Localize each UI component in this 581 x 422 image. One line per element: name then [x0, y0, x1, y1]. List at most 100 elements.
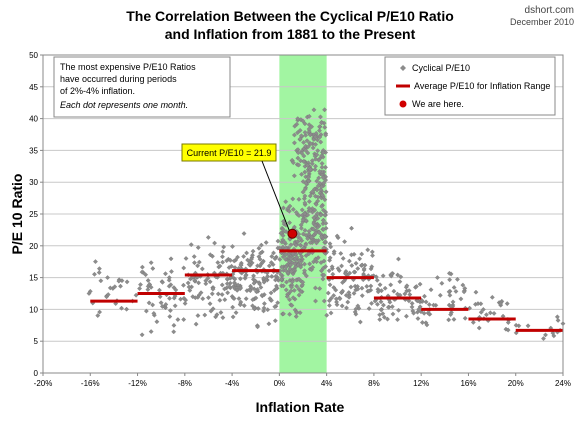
scatter-point [283, 229, 289, 235]
scatter-point [299, 207, 305, 213]
scatter-point [315, 137, 320, 143]
scatter-point [300, 118, 306, 124]
scatter-point [321, 258, 327, 264]
scatter-point [426, 302, 432, 308]
scatter-point [313, 193, 318, 199]
scatter-point [300, 179, 306, 185]
scatter-point [374, 277, 380, 283]
scatter-point [139, 332, 145, 338]
scatter-point [357, 319, 363, 325]
scatter-point [426, 311, 432, 317]
scatter-point [300, 217, 306, 223]
scatter-point [280, 254, 286, 260]
scatter-point [317, 134, 323, 140]
scatter-point [163, 271, 168, 277]
scatter-point [160, 279, 165, 285]
scatter-point [317, 128, 322, 134]
scatter-point [373, 274, 379, 280]
scatter-point [224, 258, 230, 264]
scatter-point [316, 175, 322, 181]
scatter-point [484, 312, 489, 318]
scatter-point [310, 189, 315, 195]
scatter-point [207, 252, 213, 258]
scatter-point [232, 276, 238, 282]
scatter-point [192, 260, 197, 266]
scatter-point [327, 255, 333, 261]
scatter-point [166, 277, 172, 283]
scatter-point [234, 287, 240, 293]
scatter-point [347, 270, 353, 276]
scatter-point [148, 260, 154, 266]
scatter-point [238, 262, 244, 268]
scatter-point [302, 169, 308, 175]
scatter-point [294, 310, 300, 316]
scatter-point [145, 278, 151, 283]
scatter-point [357, 256, 363, 262]
scatter-point [158, 300, 164, 306]
scatter-point [292, 261, 298, 267]
scatter-point [317, 169, 323, 174]
scatter-point [307, 240, 313, 245]
scatter-point [260, 259, 266, 265]
scatter-point [447, 277, 453, 283]
scatter-point [351, 269, 357, 275]
scatter-point [385, 316, 390, 322]
scatter-point [150, 302, 156, 308]
scatter-point [306, 178, 311, 184]
scatter-point [215, 260, 221, 265]
scatter-point [163, 302, 169, 307]
scatter-point [319, 234, 324, 240]
scatter-point [312, 134, 318, 140]
scatter-point [187, 288, 193, 293]
scatter-point [302, 268, 307, 274]
scatter-point [344, 305, 349, 311]
scatter-point [402, 291, 408, 297]
scatter-point [298, 289, 304, 294]
scatter-point [311, 107, 317, 113]
scatter-point [411, 310, 417, 316]
scatter-point [451, 285, 457, 290]
scatter-point [119, 278, 125, 284]
scatter-point [323, 132, 329, 138]
x-tick-label: 24% [555, 379, 571, 388]
scatter-point [331, 293, 337, 298]
scatter-point [206, 295, 211, 301]
scatter-point [312, 167, 318, 172]
scatter-point [219, 282, 225, 288]
scatter-point [195, 245, 201, 250]
scatter-point [322, 197, 328, 203]
scatter-point [313, 230, 319, 236]
scatter-point [292, 132, 297, 138]
scatter-point [334, 302, 340, 308]
scatter-point [339, 303, 345, 309]
scatter-point [283, 264, 289, 270]
scatter-point [478, 301, 484, 307]
scatter-point [219, 292, 225, 297]
current-callout: Current P/E10 = 21.9 [181, 143, 290, 231]
scatter-point [230, 314, 236, 320]
scatter-point [289, 303, 295, 308]
scatter-point [302, 193, 308, 199]
date-label: December 2010 [510, 17, 574, 27]
scatter-point [139, 269, 145, 275]
scatter-point [306, 126, 312, 132]
scatter-point [404, 283, 410, 289]
scatter-point [318, 114, 323, 120]
x-tick-label: 8% [368, 379, 380, 388]
scatter-point [387, 299, 393, 305]
scatter-point [304, 273, 309, 279]
scatter-point [439, 280, 445, 286]
scatter-point [293, 210, 299, 215]
scatter-point [366, 306, 372, 311]
scatter-point [287, 203, 293, 209]
scatter-point [169, 269, 174, 274]
scatter-point [250, 297, 256, 303]
scatter-point [192, 278, 198, 283]
scatter-point [406, 298, 412, 304]
scatter-point [306, 175, 311, 180]
scatter-point [423, 299, 429, 305]
scatter-point [241, 231, 247, 236]
scatter-point [446, 317, 452, 323]
scatter-point [323, 220, 329, 226]
scatter-point [295, 116, 301, 122]
